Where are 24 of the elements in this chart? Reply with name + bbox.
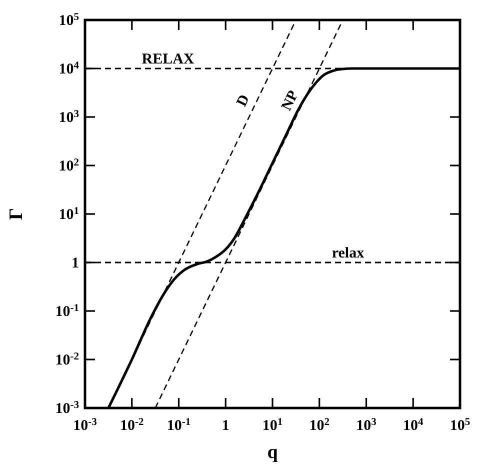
y-tick-label: 10$^{4}$ bbox=[58, 60, 80, 78]
y-tick-label: 10$^{-2}$ bbox=[55, 351, 79, 368]
x-tick-label: 10$^{1}$ bbox=[262, 416, 283, 434]
text: NP bbox=[278, 88, 302, 114]
y-tick-label: 10$^{-3}$ bbox=[55, 400, 79, 417]
y-tick-label: 10$^{1}$ bbox=[58, 206, 79, 223]
y-tick-label: 10$^{2}$ bbox=[58, 157, 79, 174]
y-tick-label: 10$^{3}$ bbox=[58, 108, 79, 126]
x-tick-label: 10$^{-1}$ bbox=[166, 416, 191, 434]
text: D bbox=[234, 92, 254, 110]
y-axis-title: Γ bbox=[6, 208, 27, 220]
x-tick-label: 10$^{3}$ bbox=[356, 416, 376, 434]
x-axis-title: q bbox=[267, 442, 278, 463]
y-tick-label: 10$^{-1}$ bbox=[55, 302, 79, 320]
x-tick-label: 1 bbox=[222, 418, 230, 434]
x-tick-label: 10$^{2}$ bbox=[309, 416, 330, 434]
x-tick-label: 10$^{-3}$ bbox=[73, 416, 97, 434]
x-tick-label: 10$^{5}$ bbox=[450, 416, 470, 434]
x-tick-label: 10$^{-2}$ bbox=[120, 416, 144, 434]
ref-line-label: relax bbox=[332, 246, 365, 262]
x-tick-label: 10$^{4}$ bbox=[403, 416, 424, 434]
y-tick-label: 1 bbox=[72, 256, 79, 272]
ref-line-label: RELAX bbox=[142, 52, 194, 68]
y-tick-label: 10$^{5}$ bbox=[58, 12, 79, 29]
